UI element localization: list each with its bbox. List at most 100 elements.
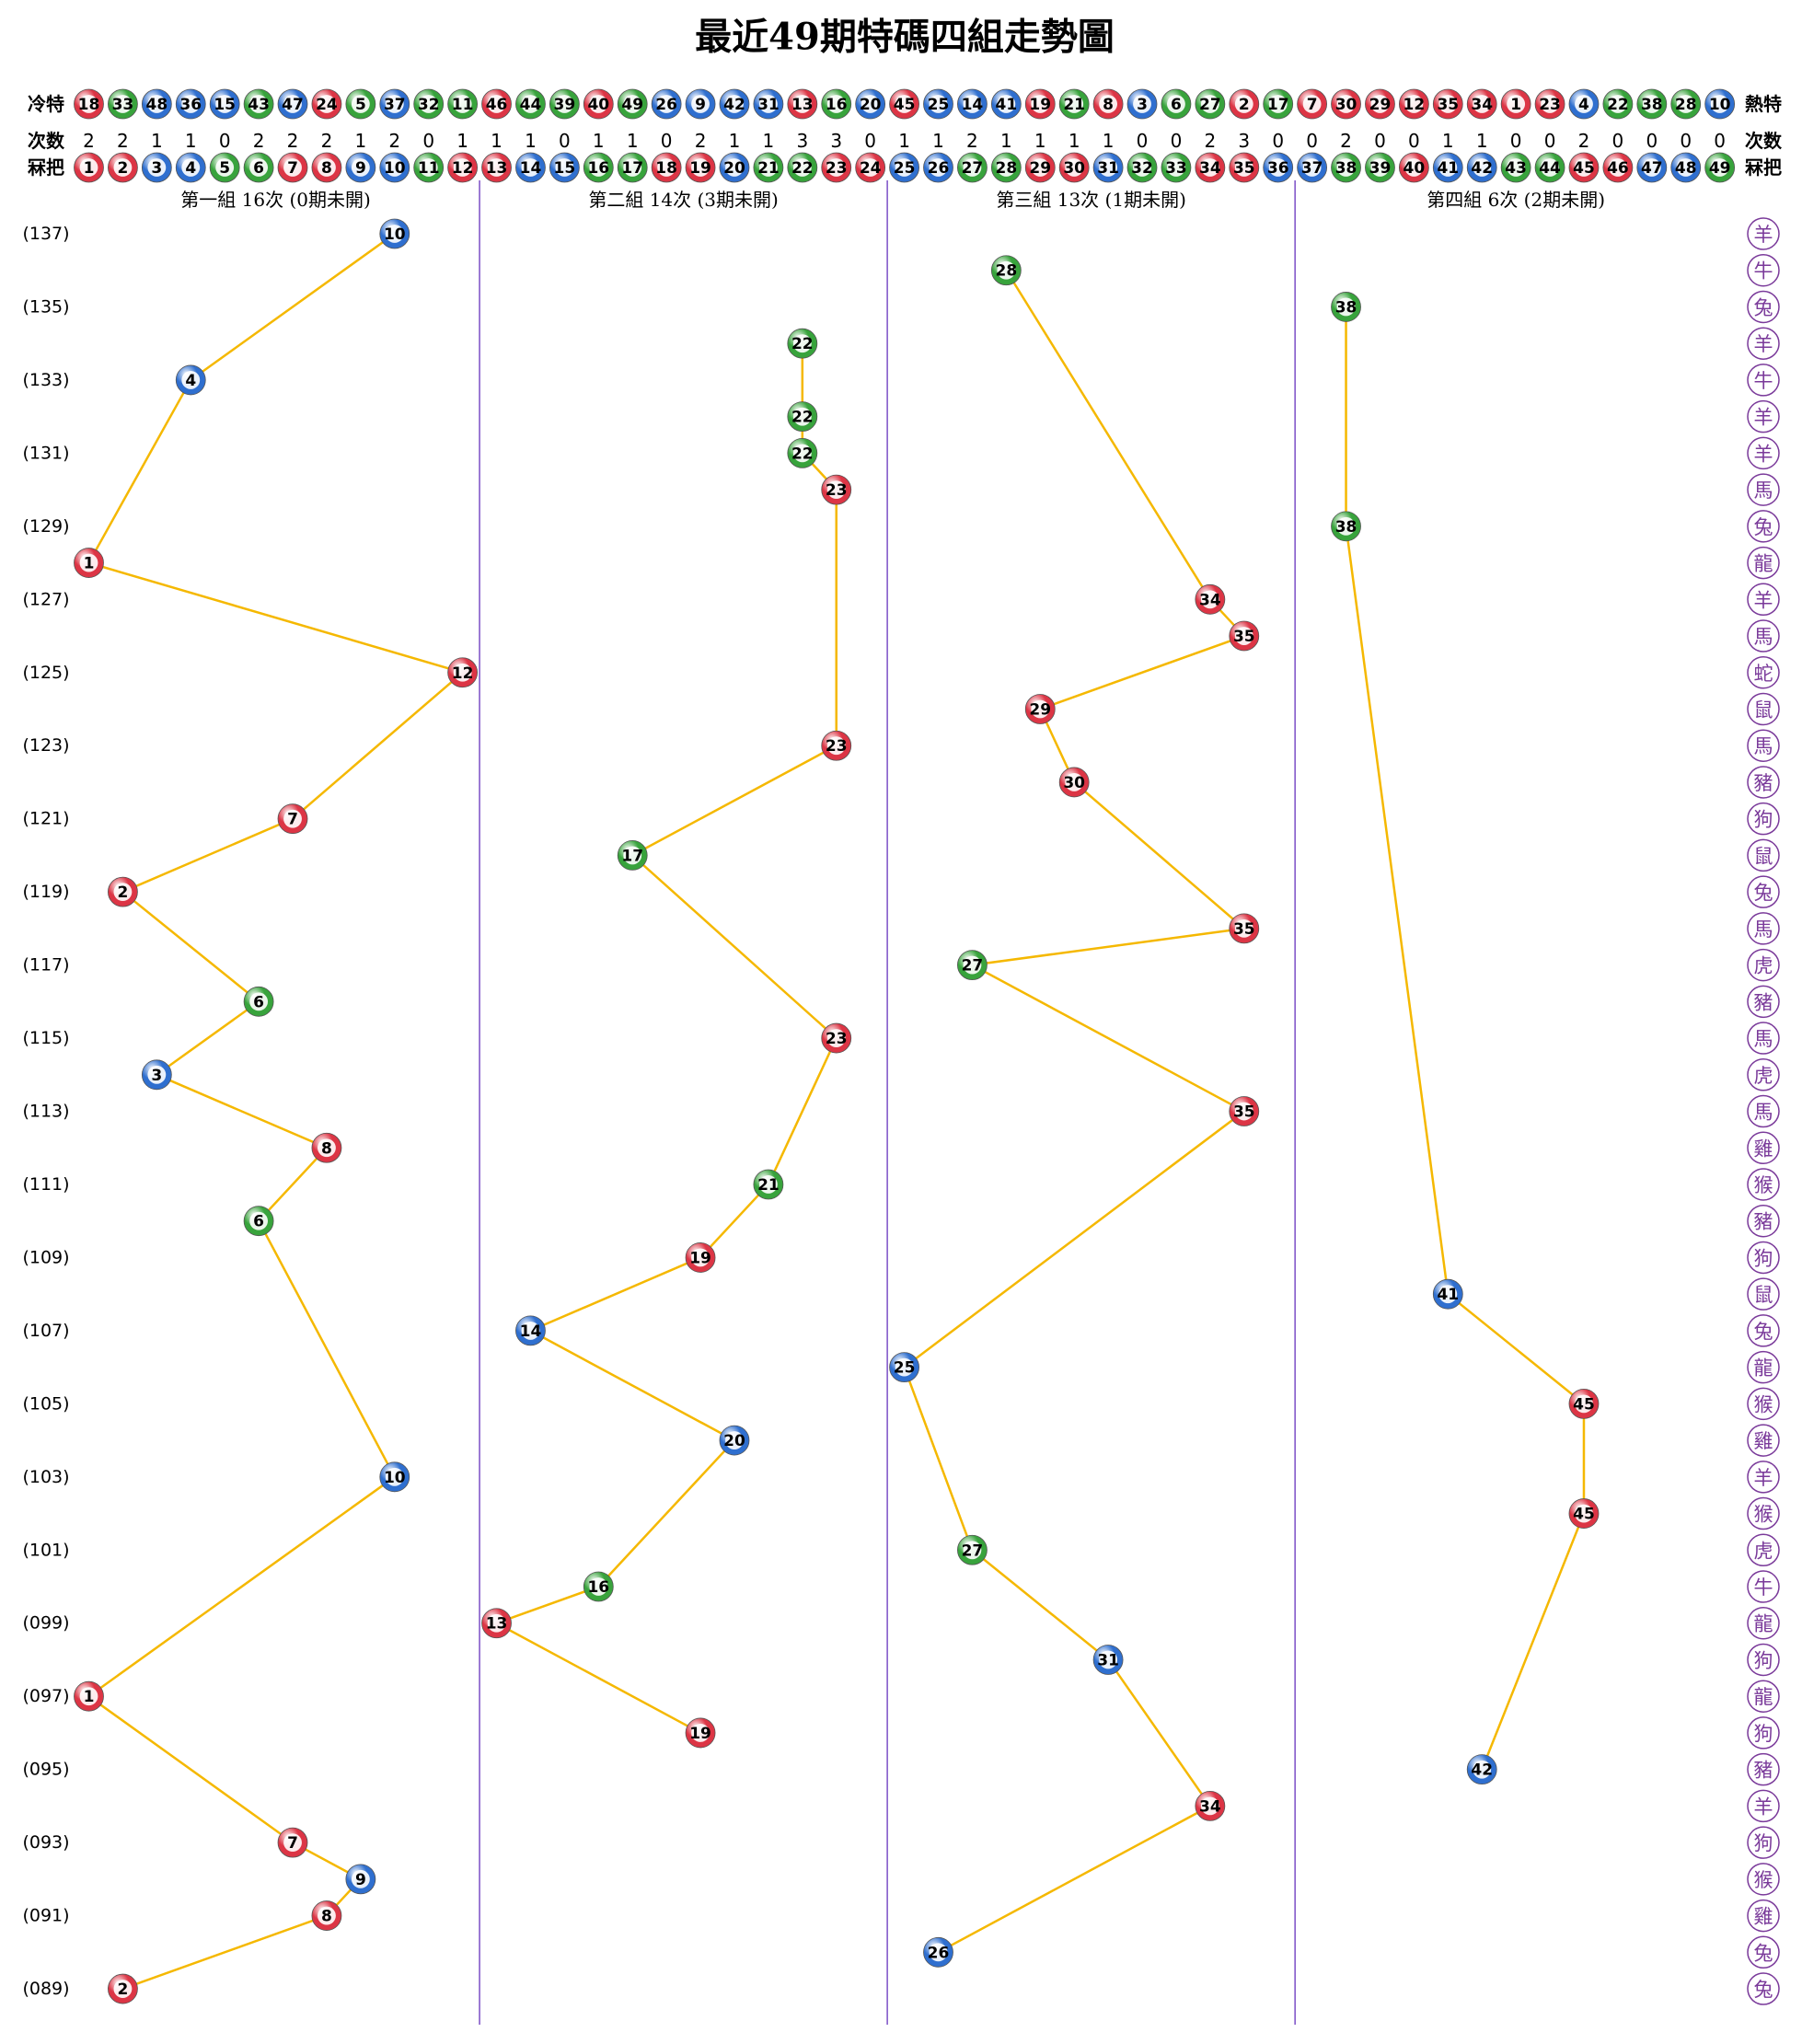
- point-ball-label: 30: [1063, 774, 1085, 792]
- point-ball-label: 35: [1233, 1103, 1255, 1122]
- number-ball-face: [555, 158, 574, 177]
- cold-ball-face: [861, 95, 880, 113]
- point-ball-label: 6: [253, 993, 264, 1011]
- number-ball-face: [963, 158, 982, 177]
- cold-ball-label: 10: [1709, 96, 1731, 114]
- cold-ball-face: [1234, 95, 1253, 113]
- count: 1: [593, 130, 605, 152]
- zodiac: 兔: [1754, 1942, 1773, 1964]
- number-ball-label: 8: [321, 159, 332, 178]
- point-ball-label: 22: [791, 335, 814, 353]
- point-ball-face: [929, 1943, 948, 1962]
- number-ball-face: [521, 158, 540, 177]
- point-ball-label: 27: [962, 1542, 984, 1560]
- zodiac: 雞: [1754, 1906, 1773, 1928]
- point-ball-face: [453, 663, 472, 682]
- number-ball-face: [1473, 158, 1492, 177]
- zodiac: 鼠: [1754, 1284, 1773, 1306]
- period-label: (101): [22, 1540, 69, 1560]
- cold-ball-face: [1336, 95, 1356, 113]
- count: 2: [966, 130, 978, 152]
- number-ball-face: [385, 158, 404, 177]
- number-ball-label: 21: [757, 159, 780, 178]
- point-ball-label: 7: [287, 1834, 298, 1853]
- number-ball-face: [487, 158, 506, 177]
- cold-ball-label: 7: [1307, 96, 1318, 114]
- point-ball-face: [318, 1138, 336, 1158]
- number-ball-label: 35: [1233, 159, 1255, 178]
- number-ball-label: 43: [1505, 159, 1527, 178]
- zodiac: 豬: [1754, 772, 1773, 794]
- point-ball-label: 20: [723, 1432, 745, 1450]
- cold-ball-face: [1710, 95, 1729, 113]
- period-label: (121): [22, 809, 69, 829]
- cold-ball-face: [1404, 95, 1424, 113]
- point-ball-face: [826, 480, 846, 500]
- point-ball-label: 1: [84, 1688, 95, 1706]
- zodiac: 馬: [1754, 479, 1773, 502]
- zodiac-ring: [1747, 802, 1780, 836]
- count: 0: [1612, 130, 1624, 152]
- zodiac: 馬: [1754, 626, 1773, 648]
- point-ball-label: 14: [520, 1322, 542, 1341]
- cold-ball-label: 21: [1063, 96, 1085, 114]
- cold-ball-label: 3: [1137, 96, 1148, 114]
- point-ball-face: [521, 1321, 540, 1340]
- zodiac-ring: [1747, 692, 1780, 726]
- point-ball-label: 2: [117, 1980, 128, 1999]
- number-ball-label: 4: [185, 159, 196, 178]
- number-ball-label: 7: [287, 159, 298, 178]
- cold-ball-face: [351, 95, 370, 113]
- period-label: (091): [22, 1906, 69, 1926]
- zodiac-ring: [1747, 1826, 1780, 1859]
- cold-ball-label: 46: [486, 96, 508, 114]
- zodiac: 猴: [1754, 1393, 1773, 1415]
- cold-ball-label: 32: [418, 96, 440, 114]
- cold-ball-face: [589, 95, 608, 113]
- cold-ball-label: 38: [1641, 96, 1663, 114]
- count: 0: [1646, 130, 1658, 152]
- zodiac-ring: [1747, 217, 1780, 250]
- number-ball-face: [1200, 158, 1219, 177]
- zodiac-ring: [1747, 766, 1780, 799]
- trend-line: [87, 232, 466, 1991]
- point-ball-face: [79, 553, 98, 572]
- period-label: (125): [22, 663, 69, 683]
- point-ball-face: [758, 1175, 778, 1194]
- point-ball-label: 19: [689, 1249, 711, 1267]
- zodiac-ring: [1747, 1131, 1780, 1164]
- point-ball-label: 10: [384, 225, 406, 244]
- cold-ball-label: 33: [112, 96, 134, 114]
- number-ball-face: [1507, 158, 1526, 177]
- number-ball-label: 3: [151, 159, 162, 178]
- point-ball-label: 23: [826, 737, 848, 756]
- zodiac: 狗: [1754, 809, 1773, 831]
- count: 1: [354, 130, 366, 152]
- period-label: (103): [22, 1467, 69, 1487]
- period-label: (105): [22, 1393, 69, 1414]
- point-ball-label: 34: [1199, 1797, 1221, 1816]
- zodiac: 羊: [1754, 1467, 1773, 1489]
- row-label: 次数: [28, 130, 65, 152]
- cold-ball-face: [1200, 95, 1219, 113]
- zodiac-ring: [1747, 985, 1780, 1019]
- zodiac-ring: [1747, 1496, 1780, 1530]
- zodiac-ring: [1747, 436, 1780, 470]
- point-ball-label: 21: [757, 1176, 780, 1195]
- number-ball-label: 28: [996, 159, 1018, 178]
- cold-ball-label: 39: [554, 96, 576, 114]
- point-ball-face: [1031, 699, 1050, 719]
- count: 2: [388, 130, 400, 152]
- zodiac-ring: [1747, 1424, 1780, 1457]
- cold-ball-face: [758, 95, 778, 113]
- point-ball-label: 35: [1233, 628, 1255, 646]
- point-ball-face: [283, 809, 302, 828]
- point-ball-label: 34: [1199, 591, 1221, 609]
- cold-ball-label: 22: [1607, 96, 1629, 114]
- cold-ball-face: [318, 95, 336, 113]
- zodiac: 豬: [1754, 991, 1773, 1013]
- point-ball-label: 3: [151, 1067, 162, 1085]
- period-label: (107): [22, 1321, 69, 1341]
- zodiac-ring: [1747, 1094, 1780, 1128]
